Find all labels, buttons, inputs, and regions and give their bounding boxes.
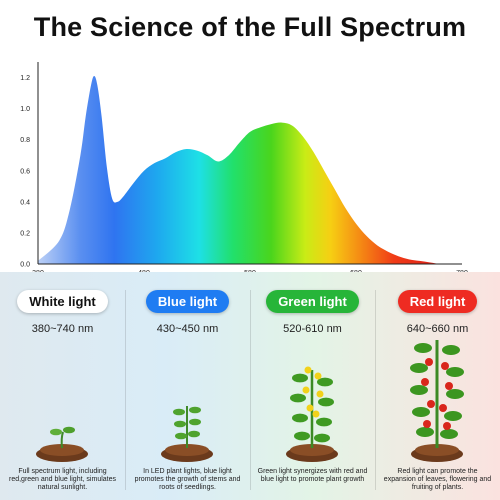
panel-label: Green light bbox=[266, 290, 359, 313]
y-tick-label: 1.0 bbox=[20, 106, 30, 113]
panel-label: White light bbox=[17, 290, 108, 313]
plant-illustration-fruiting bbox=[410, 340, 464, 462]
y-tick-label: 1.2 bbox=[20, 75, 30, 82]
y-tick-label: 0.0 bbox=[20, 262, 30, 269]
panel-range: 640~660 nm bbox=[406, 323, 469, 335]
panel-range: 520-610 nm bbox=[283, 323, 342, 335]
panel-red-light: Red light 640~660 nm Red light can promote… bbox=[375, 278, 500, 496]
panel-range: 380~740 nm bbox=[31, 323, 94, 335]
plant-illustration-seedling bbox=[36, 426, 88, 462]
panel-green-light: Green light 520-610 nm Green light synergi… bbox=[250, 278, 375, 496]
plant-illustration-sprout bbox=[161, 406, 213, 462]
y-tick-label: 0.4 bbox=[20, 199, 30, 206]
panel-divider bbox=[125, 290, 126, 490]
y-tick-label: 0.6 bbox=[20, 168, 30, 175]
panel-description: Red light can promote the expansion of l… bbox=[383, 468, 492, 491]
panel-blue-light: Blue light 430~450 nm In LED plant lights,… bbox=[125, 278, 250, 496]
page-title: The Science of the Full Spectrum bbox=[33, 12, 467, 42]
panel-divider bbox=[375, 290, 376, 490]
spectrum-area bbox=[38, 75, 462, 264]
panel-description: Green light synergizes with red and blue… bbox=[257, 468, 368, 483]
panel-white-light: White light 380~740 nm Full spectrum light… bbox=[0, 278, 125, 496]
panel-divider bbox=[250, 290, 251, 490]
panel-label: Red light bbox=[397, 290, 478, 313]
panel-label: Blue light bbox=[145, 290, 230, 313]
panel-description: In LED plant lights, blue light promotes… bbox=[134, 468, 241, 491]
spectrum-chart: 3804805806807800.00.20.40.60.81.01.2 bbox=[20, 62, 468, 277]
panel-range: 430~450 nm bbox=[156, 323, 219, 335]
y-tick-label: 0.2 bbox=[20, 230, 30, 237]
panel-description: Full spectrum light, including red,green… bbox=[8, 468, 116, 491]
plant-illustration-flowering bbox=[286, 366, 338, 462]
y-tick-label: 0.8 bbox=[20, 137, 30, 144]
